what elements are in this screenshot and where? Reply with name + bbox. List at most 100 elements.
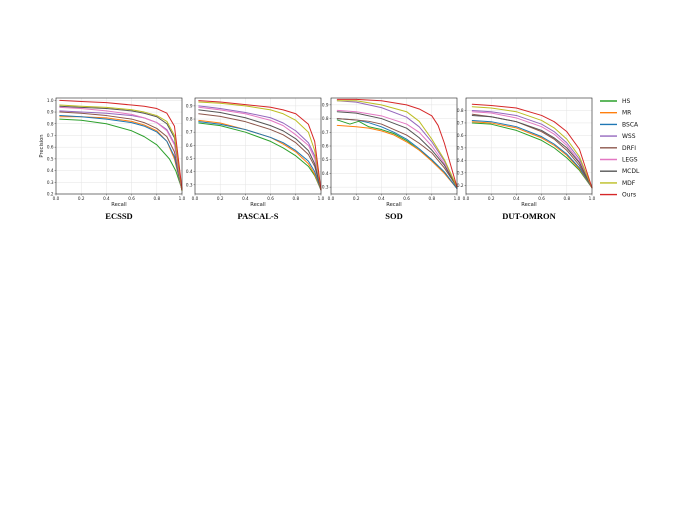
y-tick-label: 0.3: [457, 170, 464, 175]
x-tick-label: 0.0: [53, 196, 60, 201]
series-line-hs: [198, 122, 322, 191]
series-line-ours: [471, 103, 593, 189]
x-tick-label: 0.6: [267, 196, 274, 201]
series-line-mdf: [471, 106, 593, 189]
x-tick-label: 0.4: [378, 196, 385, 201]
legend-item-legs: LEGS: [600, 157, 638, 164]
panel-title-pascal-s: PASCAL-S: [238, 211, 279, 221]
legend-label: HS: [622, 98, 631, 105]
x-tick-label: 0.2: [78, 196, 85, 201]
y-tick-label: 0.3: [47, 180, 54, 185]
series-line-legs: [471, 111, 593, 189]
series-line-drfi: [198, 113, 322, 191]
y-tick-label: 0.7: [322, 130, 329, 135]
legend-label: MCDL: [622, 168, 640, 175]
panel-title-sod: SOD: [385, 211, 402, 221]
series-line-mdf: [336, 100, 458, 188]
x-tick-label: 0.2: [353, 196, 360, 201]
series-line-wss: [336, 100, 458, 188]
series-line-legs: [198, 106, 322, 191]
series-line-mdf: [59, 104, 183, 191]
y-tick-label: 0.8: [186, 117, 193, 122]
series-line-bsca: [59, 115, 183, 191]
series-line-mcdl: [59, 105, 183, 191]
x-tick-label: 1.0: [179, 196, 186, 201]
x-tick-label: 0.0: [192, 196, 199, 201]
series-line-wss: [471, 109, 593, 189]
chart-panel-sod: 0.0 0.2 0.4 0.6 0.8 1.0 0.3 0.4 0.5 0.6 0.7 0.8 0.9 R…: [322, 97, 461, 221]
series-line-bsca: [336, 118, 458, 190]
plot-frame: [330, 97, 458, 195]
y-tick-label: 0.5: [322, 157, 329, 162]
y-tick-label: 0.2: [47, 192, 54, 197]
y-tick-label: 0.4: [47, 168, 54, 173]
series-line-mr: [198, 119, 322, 191]
y-tick-label: 0.6: [186, 143, 193, 148]
legend-item-mcdl: MCDL: [600, 168, 640, 175]
series-line-hs: [59, 118, 183, 190]
legend-item-hs: HS: [600, 98, 631, 105]
panel-title-dut-omron: DUT-OMRON: [502, 211, 556, 221]
x-tick-label: 1.0: [318, 196, 325, 201]
y-tick-label: 0.8: [47, 121, 54, 126]
series-line-bsca: [471, 119, 593, 189]
legend-label: Ours: [622, 192, 636, 199]
x-tick-label: 0.8: [153, 196, 160, 201]
legend-label: BSCA: [622, 121, 639, 128]
series-line-drfi: [59, 111, 183, 191]
series-line-mr: [471, 121, 593, 189]
chart-panel-pascal-s: 0.0 0.2 0.4 0.6 0.8 1.0 0.3 0.4 0.5 0.6 0.7 0.8 0.9 R…: [186, 97, 325, 221]
legend-item-drfi: DRFI: [600, 145, 636, 152]
chart-panel-dut-omron: 0.0 0.2 0.4 0.6 0.8 1.0 0.2 0.3 0.4 0.5 0.6 0.7 0.8 R…: [457, 97, 596, 221]
chart-panel-ecssd: 0.0 0.2 0.4 0.6 0.8 1.00.20.30.40.50.60.70.80…: [39, 97, 186, 221]
plot-area: [195, 98, 321, 194]
y-tick-label: 0.8: [457, 108, 464, 113]
y-tick-label: 0.3: [322, 185, 329, 190]
panel-title-ecssd: ECSSD: [105, 211, 132, 221]
series-line-mdf: [198, 101, 322, 191]
x-axis-label: Recall: [386, 202, 401, 208]
x-tick-label: 0.6: [538, 196, 545, 201]
y-tick-label: 0.3: [186, 182, 193, 187]
y-tick-label: 0.7: [457, 120, 464, 125]
y-tick-label: 0.9: [322, 102, 329, 107]
x-tick-label: 1.0: [454, 196, 461, 201]
y-tick-label: 0.5: [457, 145, 464, 150]
x-axis-label: Recall: [250, 202, 265, 208]
y-tick-label: 0.6: [322, 144, 329, 149]
x-tick-label: 0.2: [217, 196, 224, 201]
plot-frame: [465, 97, 593, 195]
y-tick-label: 0.7: [47, 133, 54, 138]
series-line-drfi: [336, 118, 458, 188]
y-tick-label: 0.6: [457, 133, 464, 138]
series-line-mr: [336, 124, 458, 190]
x-tick-label: 0.0: [328, 196, 335, 201]
y-tick-label: 0.5: [186, 156, 193, 161]
x-tick-label: 1.0: [589, 196, 596, 201]
legend-item-ours: Ours: [600, 192, 636, 199]
x-tick-label: 0.0: [463, 196, 470, 201]
x-tick-label: 0.4: [103, 196, 110, 201]
series-line-mcdl: [198, 109, 322, 191]
y-tick-label: 0.8: [322, 116, 329, 121]
chart-panels: 0.0 0.2 0.4 0.6 0.8 1.00.20.30.40.50.60.70.80…: [39, 97, 596, 221]
series-line-mcdl: [336, 111, 458, 188]
y-tick-label: 0.5: [47, 156, 54, 161]
legend-item-wss: WSS: [600, 133, 636, 140]
y-tick-label: 0.9: [47, 110, 54, 115]
x-tick-label: 0.8: [292, 196, 299, 201]
series-line-bsca: [198, 121, 322, 191]
y-tick-label: 0.4: [457, 158, 464, 163]
legend-label: LEGS: [622, 157, 638, 164]
series-line-ours: [198, 100, 322, 191]
legend-label: MR: [622, 110, 631, 117]
x-tick-label: 0.4: [242, 196, 249, 201]
legend-item-mr: MR: [600, 110, 631, 117]
y-tick-label: 1.0: [47, 98, 54, 103]
x-tick-label: 0.8: [428, 196, 435, 201]
series-line-ours: [336, 98, 458, 188]
plot-frame: [194, 97, 322, 195]
x-tick-label: 0.2: [488, 196, 495, 201]
legend-item-mdf: MDF: [600, 180, 636, 187]
